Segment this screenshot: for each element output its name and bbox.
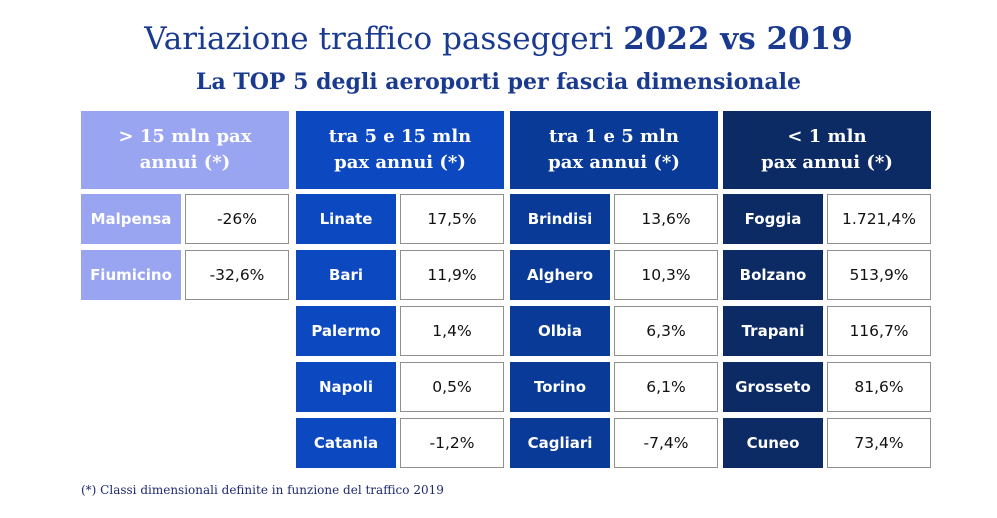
traffic-change-value: 116,7% <box>827 306 931 356</box>
traffic-change-value: -7,4% <box>614 418 718 468</box>
traffic-change-value: 10,3% <box>614 250 718 300</box>
traffic-change-value: 1,4% <box>400 306 504 356</box>
traffic-change-value: 1.721,4% <box>827 194 931 244</box>
airport-name: Fiumicino <box>81 250 181 300</box>
traffic-change-value: 17,5% <box>400 194 504 244</box>
airport-name: Olbia <box>510 306 610 356</box>
traffic-change-value: 6,1% <box>614 362 718 412</box>
airport-name: Trapani <box>723 306 823 356</box>
airport-name: Grosseto <box>723 362 823 412</box>
group-header-line2: pax annui (*) <box>334 152 466 173</box>
traffic-change-value: 6,3% <box>614 306 718 356</box>
airport-name: Foggia <box>723 194 823 244</box>
group-header-3: tra 1 e 5 mln pax annui (*) <box>510 111 718 189</box>
traffic-change-value: -26% <box>185 194 289 244</box>
group-header-1: > 15 mln pax annui (*) <box>81 111 289 189</box>
group-header-line1: tra 5 e 15 mln <box>328 126 472 147</box>
traffic-change-value: 11,9% <box>400 250 504 300</box>
airport-name: Torino <box>510 362 610 412</box>
airport-name: Cuneo <box>723 418 823 468</box>
title-years: 2022 vs 2019 <box>623 21 853 57</box>
airport-name: Linate <box>296 194 396 244</box>
airport-name: Alghero <box>510 250 610 300</box>
traffic-change-value: 513,9% <box>827 250 931 300</box>
group-header-line1: < 1 mln <box>787 126 867 147</box>
traffic-change-value: 73,4% <box>827 418 931 468</box>
traffic-change-value: 81,6% <box>827 362 931 412</box>
traffic-change-value: 0,5% <box>400 362 504 412</box>
airport-name: Palermo <box>296 306 396 356</box>
title-main: Variazione traffico passeggeri <box>144 21 624 57</box>
airport-name: Napoli <box>296 362 396 412</box>
page-title: Variazione traffico passeggeri 2022 vs 2… <box>0 20 997 58</box>
group-header-line2: pax annui (*) <box>548 152 680 173</box>
group-header-line2: pax annui (*) <box>761 152 893 173</box>
airport-name: Bolzano <box>723 250 823 300</box>
group-header-4: < 1 mln pax annui (*) <box>723 111 931 189</box>
group-header-line2: annui (*) <box>139 152 231 173</box>
group-header-line1: tra 1 e 5 mln <box>548 126 679 147</box>
traffic-change-value: -32,6% <box>185 250 289 300</box>
airport-name: Catania <box>296 418 396 468</box>
group-header-2: tra 5 e 15 mln pax annui (*) <box>296 111 504 189</box>
footnote: (*) Classi dimensionali definite in funz… <box>81 483 444 497</box>
traffic-change-value: 13,6% <box>614 194 718 244</box>
group-header-line1: > 15 mln pax <box>118 126 252 147</box>
traffic-change-value: -1,2% <box>400 418 504 468</box>
airport-name: Cagliari <box>510 418 610 468</box>
page-subtitle: La TOP 5 degli aeroporti per fascia dime… <box>196 69 801 95</box>
airport-name: Brindisi <box>510 194 610 244</box>
airport-name: Bari <box>296 250 396 300</box>
airport-name: Malpensa <box>81 194 181 244</box>
